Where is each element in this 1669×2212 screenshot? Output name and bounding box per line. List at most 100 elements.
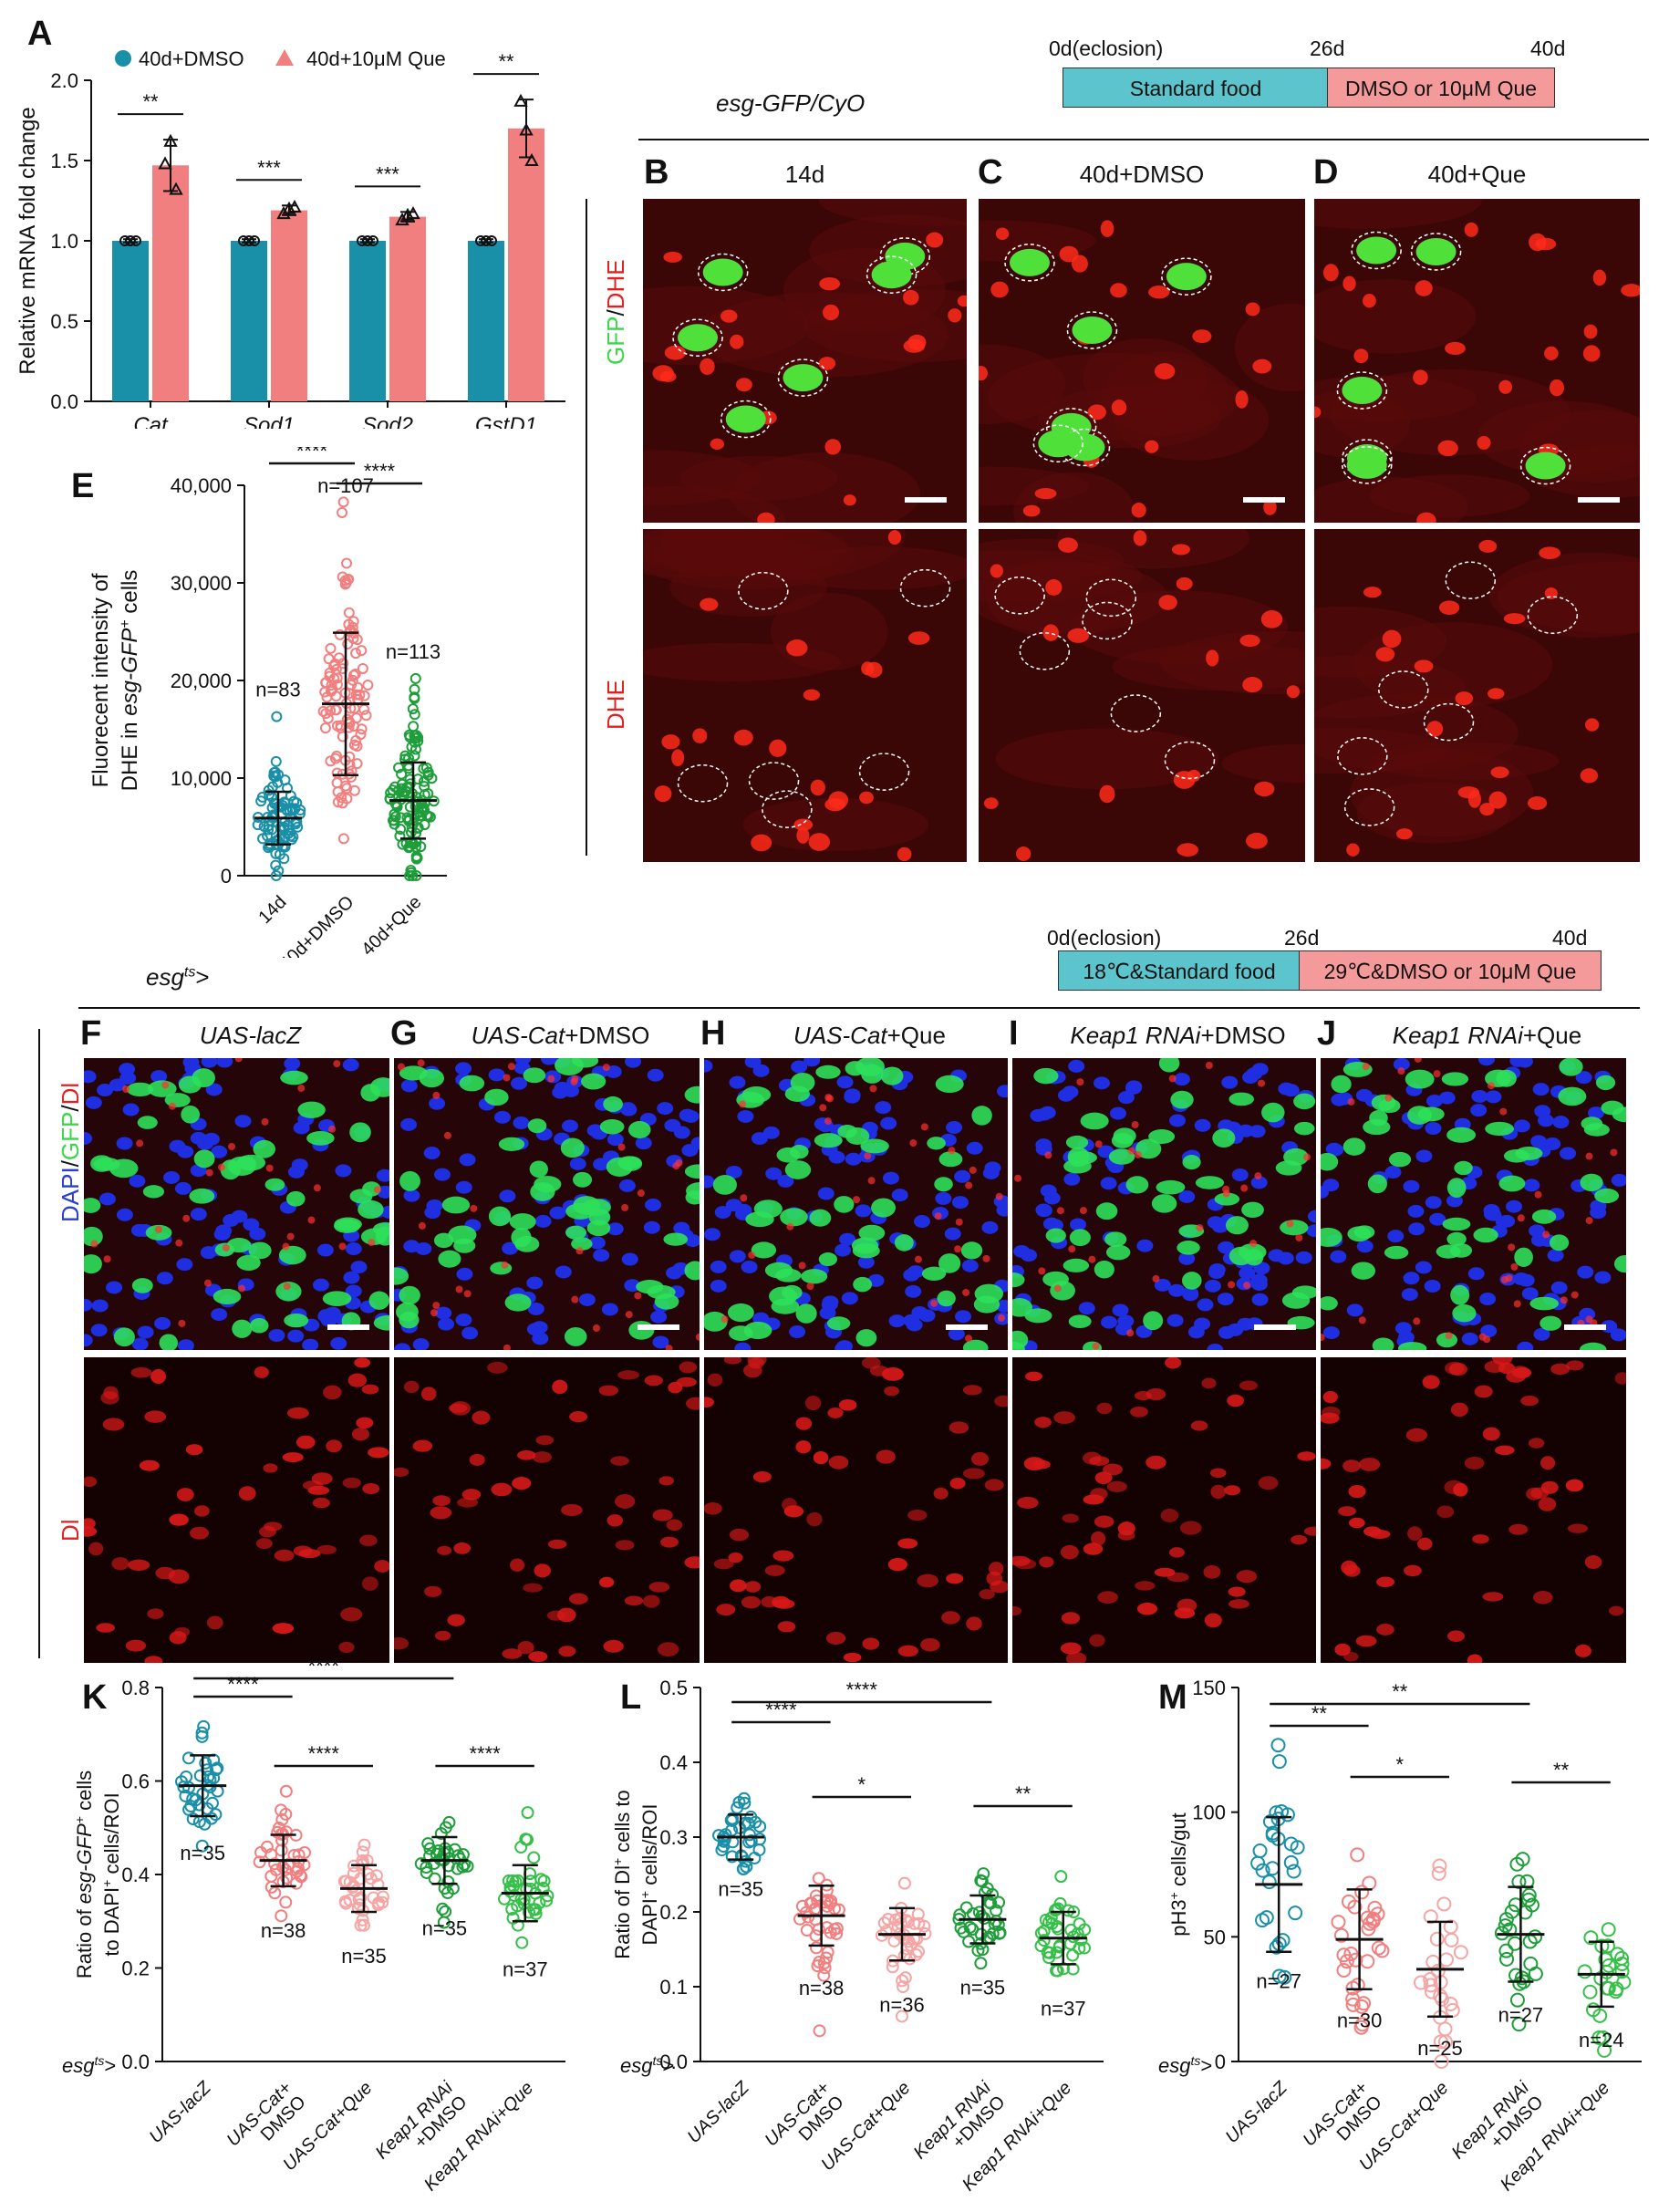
scale-bar (638, 1324, 679, 1330)
data-point (1431, 1865, 1446, 1881)
data-point (255, 795, 267, 807)
data-point (1509, 1992, 1525, 2008)
data-point (179, 1789, 192, 1802)
data-point (537, 1874, 551, 1888)
data-point (1271, 1754, 1287, 1770)
data-point (811, 1959, 824, 1973)
sig-label: **** (308, 1742, 340, 1765)
data-point (744, 1834, 758, 1848)
n-label: n=37 (1041, 1997, 1086, 2020)
row-label-dapi-gfp-dl: DAPI/GFP/Dl (57, 1082, 84, 1222)
y-tick-label: 1.5 (50, 150, 78, 172)
data-point (351, 758, 363, 770)
data-point (360, 710, 372, 722)
data-point (1283, 1854, 1299, 1870)
data-point (748, 1851, 762, 1864)
scale-bar (905, 497, 947, 503)
y-tick-label: 0.5 (50, 310, 78, 333)
data-point (422, 810, 434, 822)
scale-bar (1578, 497, 1620, 503)
data-point (1438, 1952, 1454, 1968)
data-point (317, 705, 329, 717)
data-point (506, 1911, 520, 1925)
data-point (319, 722, 331, 734)
data-point (278, 853, 290, 865)
data-point (1498, 1912, 1514, 1927)
y-tick-label: 0.3 (659, 1826, 688, 1849)
y-tick-label: 0.0 (659, 2051, 688, 2073)
n-label: n=35 (960, 1976, 1006, 1999)
data-point (352, 681, 364, 693)
data-point (260, 1840, 274, 1854)
y-tick-label: 0.4 (659, 1751, 688, 1774)
data-point (912, 1916, 926, 1930)
data-point (1595, 2030, 1611, 2045)
sig-label: *** (257, 156, 281, 179)
svg-text:UAS-lacZ: UAS-lacZ (1222, 2077, 1292, 2147)
data-point (475, 235, 486, 246)
top-vertical-divider (586, 199, 587, 856)
chart-l: 0.0 0.1 0.2 0.3 0.4 0.5 Ratio of Dl+ cells toD… (610, 1677, 1104, 2195)
data-point (287, 199, 302, 213)
panel-letter-j: J (1317, 1014, 1337, 1053)
sig-label: **** (227, 1673, 259, 1696)
x-tick-label: GstD1 (475, 413, 537, 429)
bar-sod1-dmso (231, 241, 267, 401)
bottom-divider (78, 1007, 1640, 1009)
data-point (1583, 1930, 1599, 1946)
data-point (1429, 1931, 1445, 1947)
data-point (181, 1751, 195, 1765)
data-point (1601, 1922, 1616, 1937)
data-point (1049, 1904, 1063, 1917)
svg-text:pH3+ cells/gut: pH3+ cells/gut (1166, 1812, 1190, 1936)
micro-title-3: Keap1 RNAi+DMSO (1070, 1022, 1286, 1049)
data-point (278, 1863, 292, 1876)
data-point (1277, 1969, 1292, 1985)
data-point (357, 235, 368, 246)
data-point (262, 830, 274, 842)
data-point (1360, 1954, 1375, 1969)
data-point (407, 870, 419, 881)
data-point (405, 865, 417, 877)
data-point (881, 1913, 895, 1926)
data-point (1434, 2054, 1449, 2069)
x-tick-label: UAS-lacZ (684, 2077, 754, 2147)
data-point (339, 575, 351, 587)
y-tick-label: 0.6 (121, 1771, 150, 1793)
data-point (809, 1941, 823, 1955)
data-point (817, 1968, 831, 1982)
data-point (422, 769, 434, 781)
data-point (337, 506, 348, 518)
data-point (406, 205, 420, 220)
data-point (439, 1905, 452, 1918)
data-point (343, 1894, 357, 1907)
data-point (408, 721, 420, 732)
data-point (1511, 1874, 1527, 1890)
data-point (1280, 1807, 1295, 1823)
data-point (1288, 1906, 1303, 1921)
data-point (481, 235, 492, 246)
sig-label: * (1396, 1753, 1405, 1776)
data-point (1432, 1858, 1447, 1874)
legend-label-dmso: 40d+DMSO (139, 47, 244, 70)
data-point (513, 93, 528, 107)
data-point (269, 1863, 283, 1876)
data-point (347, 1866, 360, 1880)
micro-merge-0 (643, 199, 967, 523)
micro-dapi-3 (1012, 1058, 1316, 1350)
scale-bar (327, 1324, 369, 1330)
scale-bar (946, 1324, 988, 1330)
data-point (275, 1843, 288, 1857)
data-point (320, 677, 332, 689)
data-point (344, 625, 356, 637)
micro-title-2: UAS-Cat+Que (793, 1022, 946, 1049)
data-point (343, 618, 355, 630)
data-point (1042, 1951, 1055, 1965)
data-point (741, 1816, 755, 1830)
data-point (403, 729, 415, 741)
data-point (169, 182, 183, 195)
data-point (325, 642, 337, 654)
data-point (877, 1916, 891, 1930)
svg-text:UAS-lacZ: UAS-lacZ (146, 2077, 216, 2147)
n-label: n=35 (718, 1878, 763, 1901)
